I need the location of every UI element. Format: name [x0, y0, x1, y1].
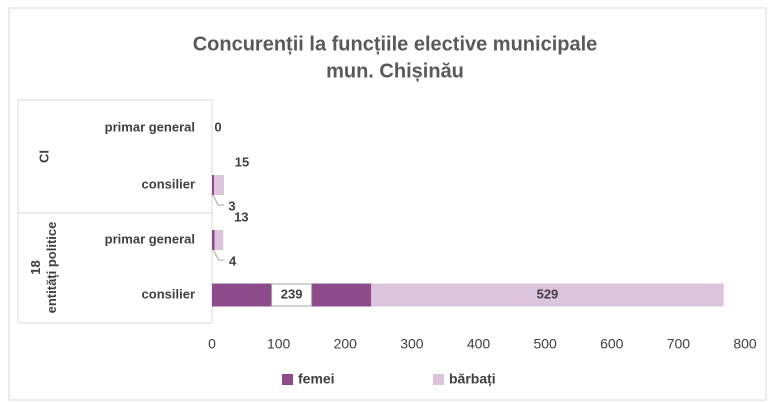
data-label: 3	[228, 198, 235, 213]
data-label-box	[271, 283, 313, 307]
x-tick-label: 500	[533, 336, 557, 352]
legend-swatch	[282, 374, 293, 385]
data-label: 239	[281, 286, 303, 301]
x-tick-label: 0	[208, 336, 216, 352]
leader-line	[212, 249, 225, 261]
leader-line	[212, 194, 224, 206]
category-label: primar general	[105, 119, 195, 134]
bar-segment	[213, 175, 224, 195]
category-frame	[17, 99, 213, 324]
chart-title: mun. Chișinău	[326, 60, 464, 82]
legend-swatch	[433, 374, 444, 385]
category-label: consilier	[142, 286, 195, 301]
bar-segment	[212, 175, 214, 195]
data-label: 529	[537, 286, 559, 301]
x-tick-label: 100	[267, 336, 291, 352]
legend-label: femei	[298, 371, 335, 387]
group-label: CI	[36, 150, 51, 163]
x-tick-label: 800	[733, 336, 757, 352]
bar-segment	[214, 230, 224, 250]
x-tick-label: 600	[600, 336, 624, 352]
data-label: 15	[235, 154, 249, 169]
bar-segment	[212, 230, 215, 250]
chart-border	[8, 7, 767, 401]
category-label: primar general	[105, 231, 195, 246]
data-label: 13	[234, 209, 248, 224]
x-tick-label: 300	[400, 336, 424, 352]
bar-segment	[371, 283, 724, 307]
category-label: consilier	[142, 176, 195, 191]
x-tick-label: 200	[334, 336, 358, 352]
x-tick-label: 700	[667, 336, 691, 352]
group-label: 18entități politice	[28, 222, 59, 314]
data-label: 0	[214, 119, 221, 134]
legend-label: bărbați	[449, 371, 496, 387]
chart-title: Concurenții la funcțiile elective munici…	[193, 33, 598, 55]
x-tick-label: 400	[467, 336, 491, 352]
data-label: 4	[229, 253, 237, 268]
